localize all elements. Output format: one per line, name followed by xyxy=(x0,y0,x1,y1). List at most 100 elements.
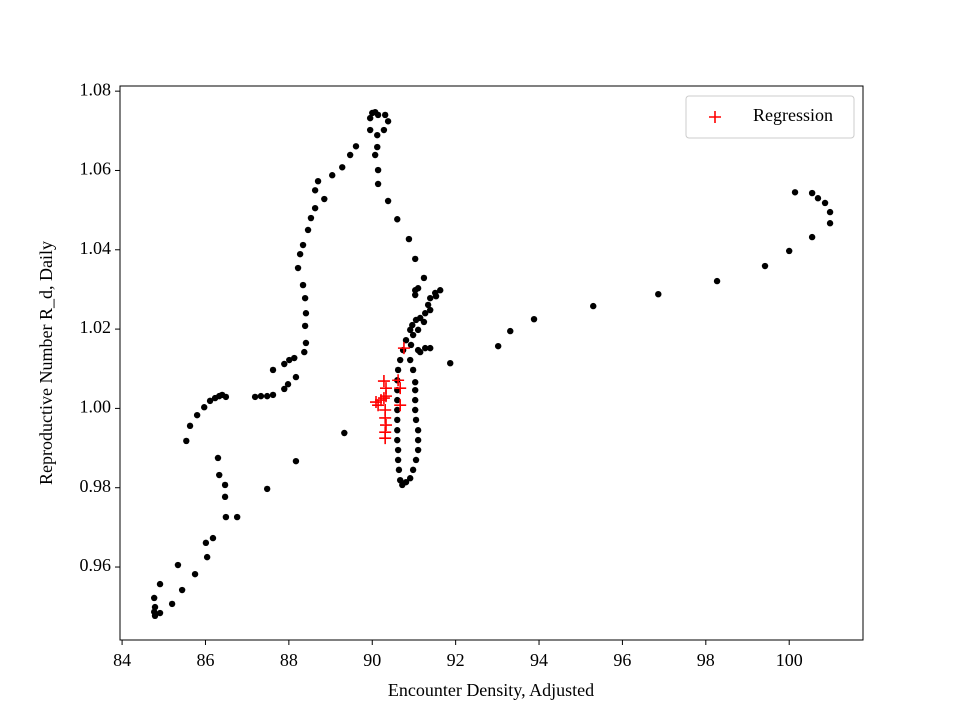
point xyxy=(406,356,414,364)
point xyxy=(296,250,304,258)
point xyxy=(384,197,392,205)
point xyxy=(427,294,434,302)
y-tick-label: 1.04 xyxy=(80,238,112,258)
point xyxy=(808,189,816,197)
point xyxy=(374,131,381,139)
point xyxy=(202,539,210,547)
x-tick-label: 92 xyxy=(447,650,465,670)
point xyxy=(286,356,293,364)
point xyxy=(307,214,315,222)
point xyxy=(150,608,158,616)
point xyxy=(422,344,429,352)
point xyxy=(494,342,502,350)
point xyxy=(299,281,307,289)
point xyxy=(414,436,422,444)
plus-marker xyxy=(377,375,390,388)
point xyxy=(168,600,176,608)
point xyxy=(394,416,401,424)
y-tick-label: 1.02 xyxy=(80,317,112,337)
point xyxy=(420,318,428,326)
point xyxy=(402,336,410,344)
point xyxy=(178,586,186,594)
point xyxy=(396,356,404,364)
y-axis-label: Reproductive Number R_d, Daily xyxy=(36,241,56,485)
point xyxy=(394,396,401,404)
legend-marker xyxy=(709,111,721,123)
point xyxy=(341,429,348,437)
point xyxy=(346,151,354,159)
point xyxy=(411,396,419,404)
point xyxy=(292,457,300,465)
point xyxy=(814,195,822,202)
point xyxy=(530,315,538,323)
point xyxy=(150,594,158,602)
point xyxy=(366,114,374,122)
plus-marker xyxy=(379,432,392,445)
point xyxy=(507,327,514,335)
point xyxy=(221,481,229,489)
x-tick-label: 84 xyxy=(113,650,131,670)
point xyxy=(713,277,721,285)
point xyxy=(291,354,298,362)
point xyxy=(655,290,662,298)
point xyxy=(826,208,834,216)
point xyxy=(371,151,379,159)
x-tick-label: 86 xyxy=(196,650,214,670)
point xyxy=(374,180,382,188)
plus-marker xyxy=(379,411,392,424)
point xyxy=(216,471,223,479)
point xyxy=(263,485,271,493)
point xyxy=(394,427,401,434)
y-tick-label: 1.06 xyxy=(80,159,112,179)
point xyxy=(374,111,382,119)
point xyxy=(301,294,309,302)
point xyxy=(808,233,816,241)
point xyxy=(384,118,392,125)
point xyxy=(203,553,211,561)
plus-marker xyxy=(372,399,385,412)
point xyxy=(826,220,834,227)
point xyxy=(417,348,424,356)
plus-marker xyxy=(397,342,410,355)
point xyxy=(414,285,422,292)
point xyxy=(432,292,440,300)
point xyxy=(314,177,322,185)
plus-marker xyxy=(394,399,407,412)
point xyxy=(281,385,288,393)
point xyxy=(414,427,422,434)
point xyxy=(233,513,241,521)
legend-box xyxy=(685,95,855,139)
point xyxy=(447,359,454,367)
point xyxy=(302,339,310,347)
point xyxy=(411,386,419,394)
point xyxy=(352,143,360,150)
point xyxy=(174,561,182,569)
point xyxy=(411,255,419,263)
plus-marker xyxy=(394,382,407,395)
point xyxy=(311,204,319,212)
point xyxy=(156,580,164,588)
point xyxy=(394,436,401,444)
point xyxy=(201,404,208,411)
x-tick-label: 90 xyxy=(363,650,381,670)
x-tick-label: 98 xyxy=(697,650,715,670)
plus-marker xyxy=(380,419,393,432)
point xyxy=(406,475,414,482)
point xyxy=(302,310,310,317)
point xyxy=(301,348,308,356)
point xyxy=(221,493,229,501)
plot-frame xyxy=(119,85,864,641)
legend-label: Regression xyxy=(753,105,833,125)
point xyxy=(411,406,419,414)
plus-marker xyxy=(392,374,405,387)
x-tick-label: 88 xyxy=(280,650,298,670)
point xyxy=(412,416,420,424)
point xyxy=(424,301,432,309)
point xyxy=(294,264,302,272)
point xyxy=(394,216,401,223)
point xyxy=(427,344,434,352)
point xyxy=(427,306,434,314)
point xyxy=(786,247,793,255)
point xyxy=(284,381,292,388)
point xyxy=(414,326,422,334)
